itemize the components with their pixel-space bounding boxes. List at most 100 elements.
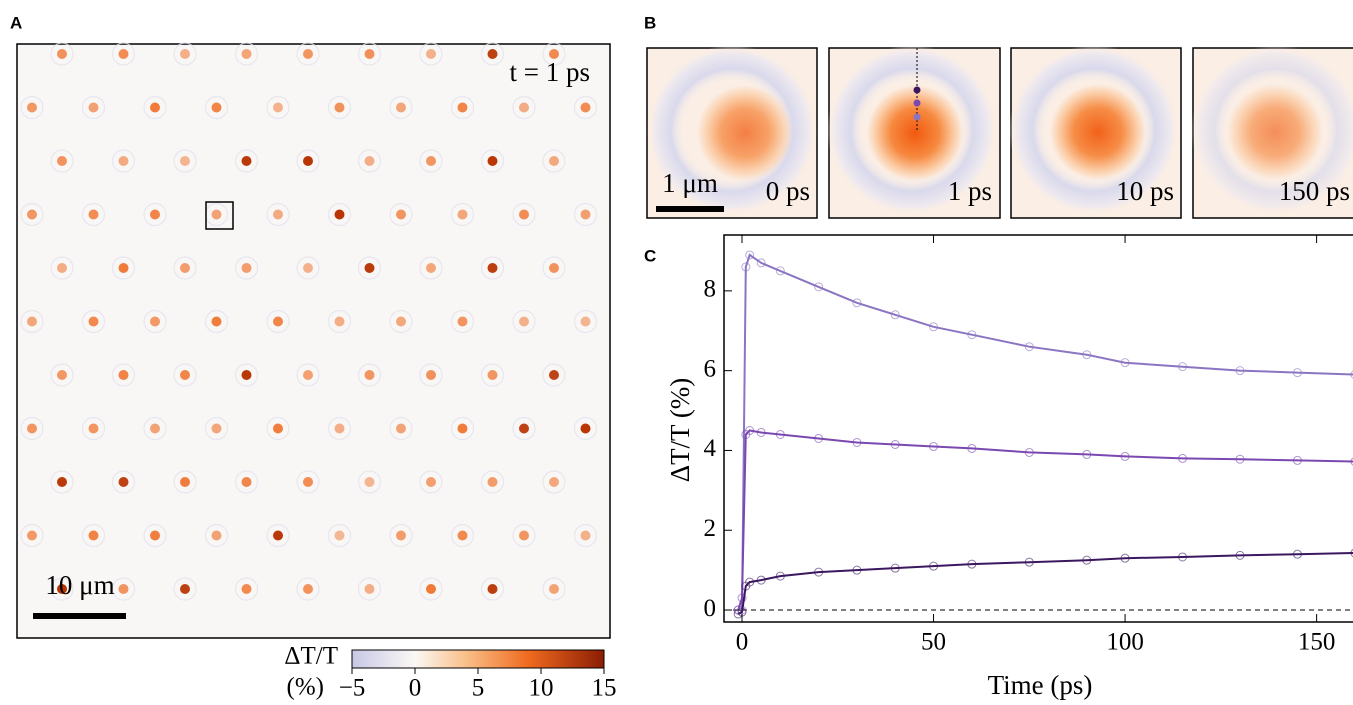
spot-halo: [266, 309, 290, 334]
spot-halo: [234, 470, 259, 494]
spot: [426, 156, 436, 166]
spot: [180, 263, 190, 273]
spot: [241, 263, 252, 273]
spot: [303, 370, 313, 380]
spot-halo: [50, 256, 74, 280]
spot-halo: [357, 470, 382, 494]
spot-halo: [111, 42, 136, 66]
spot-halo: [542, 470, 566, 494]
spot-halo: [20, 202, 44, 227]
spot-halo: [143, 523, 167, 548]
spot: [426, 370, 436, 380]
spot-halo: [50, 363, 74, 387]
spot-halo: [20, 95, 44, 120]
spot: [57, 370, 67, 380]
spot-halo: [50, 577, 74, 601]
spot: [27, 530, 37, 541]
spot-halo: [204, 95, 229, 120]
spot: [487, 584, 498, 594]
spot-halo: [389, 416, 413, 441]
spot-halo: [296, 470, 320, 494]
y-tick-label: 0: [704, 595, 717, 622]
spot-halo: [143, 416, 167, 441]
spot: [303, 584, 313, 594]
colorbar-tick-label: −5: [339, 675, 366, 702]
spot-halo: [573, 95, 598, 120]
spot-halo: [450, 523, 475, 548]
spot-halo: [111, 149, 136, 173]
plot-frame: [723, 234, 1353, 623]
spot-halo: [143, 309, 167, 334]
spot: [487, 49, 498, 59]
frame-label: 1 ps: [948, 176, 992, 206]
data-point: [814, 282, 824, 292]
spot: [457, 209, 468, 220]
spot-halo: [143, 202, 167, 227]
spot: [180, 584, 190, 594]
spot-halo: [50, 470, 74, 494]
spot-halo: [173, 149, 197, 173]
spot: [118, 156, 129, 166]
scale-bar-label: 1 μm: [662, 168, 718, 198]
spot: [396, 530, 406, 541]
spot: [580, 423, 591, 434]
spot: [364, 477, 375, 487]
data-point: [890, 310, 900, 320]
spot-halo: [266, 523, 290, 548]
x-tick-label: 100: [1106, 629, 1144, 656]
spot-halo: [389, 202, 413, 227]
spot: [88, 316, 99, 327]
spot-halo: [81, 309, 106, 334]
x-tick-label: 50: [921, 629, 946, 656]
spot-halo: [419, 363, 443, 387]
spot-halo: [419, 149, 443, 173]
spot-halo: [20, 309, 44, 334]
spot: [57, 156, 67, 166]
colorbar: [351, 649, 605, 669]
spot: [364, 584, 375, 594]
spot: [303, 156, 313, 166]
spot-halo: [234, 256, 259, 280]
spot-halo: [573, 309, 598, 334]
colorbar-label: ΔT/T: [284, 643, 338, 670]
spot-halo: [204, 309, 229, 334]
spot-halo: [50, 149, 74, 173]
y-tick-label: 6: [704, 355, 717, 382]
spot: [88, 209, 99, 220]
spot-halo: [20, 416, 44, 441]
spot: [273, 102, 283, 113]
spot-halo: [81, 95, 106, 120]
spot: [273, 209, 283, 220]
spot-halo: [81, 416, 106, 441]
spot: [57, 584, 67, 594]
spot: [118, 263, 129, 273]
spot-halo: [204, 416, 229, 441]
spot-halo: [296, 149, 320, 173]
spot: [150, 530, 160, 541]
spot: [118, 370, 129, 380]
spot-halo: [357, 149, 382, 173]
x-tick-label: 0: [736, 629, 749, 656]
spot: [549, 49, 559, 59]
spot: [426, 477, 436, 487]
spot-halo: [111, 363, 136, 387]
spot: [211, 423, 222, 434]
spot: [549, 370, 559, 380]
spot: [457, 316, 468, 327]
spot: [549, 477, 559, 487]
spot-halo: [111, 577, 136, 601]
spot-halo: [512, 309, 536, 334]
spot-halo: [357, 42, 382, 66]
spot-halo: [480, 577, 505, 601]
spot-halo: [173, 42, 197, 66]
spot: [118, 477, 129, 487]
spot-halo: [296, 577, 320, 601]
spot-halo: [234, 42, 259, 66]
spot: [180, 370, 190, 380]
colorbar-tick-label: 10: [529, 675, 554, 702]
spot: [88, 423, 99, 434]
spot: [364, 49, 375, 59]
spot-halo: [296, 42, 320, 66]
spot-halo: [173, 470, 197, 494]
spot-halo: [480, 256, 505, 280]
